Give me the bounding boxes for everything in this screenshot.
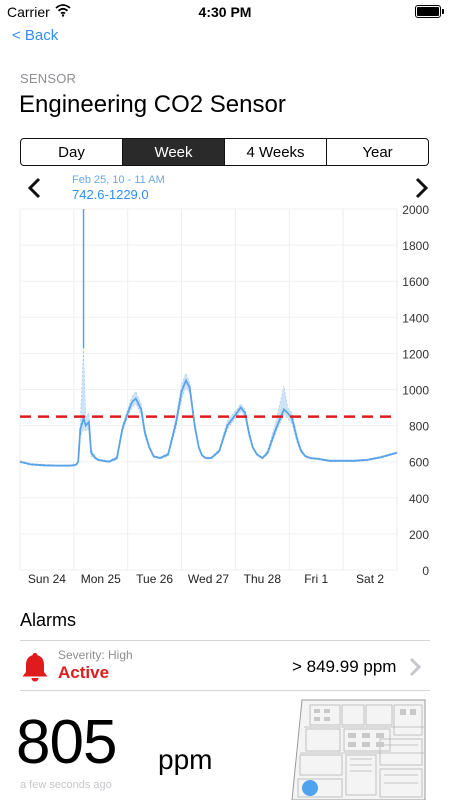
alarm-severity: Severity: High — [58, 648, 133, 662]
next-period-icon[interactable] — [410, 176, 432, 200]
status-bar: Carrier 4:30 PM — [0, 0, 450, 22]
divider — [20, 690, 430, 691]
alarm-state: Active — [58, 663, 110, 682]
tab-day[interactable]: Day — [58, 143, 85, 161]
floor-plan-thumbnail[interactable] — [290, 699, 426, 800]
y-tick-label: 200 — [409, 528, 429, 542]
x-tick-label: Sat 2 — [356, 572, 384, 586]
alarm-threshold: > 849.99 ppm — [292, 657, 397, 676]
tab-year[interactable]: Year — [326, 139, 428, 165]
chevron-right-icon — [409, 657, 422, 677]
tooltip-date: Feb 25, 10 - 11 AM — [72, 174, 165, 186]
x-tick-label: Fri 1 — [304, 572, 328, 586]
wifi-icon — [55, 4, 71, 17]
y-tick-label: 1800 — [402, 239, 429, 253]
y-tick-label: 1600 — [402, 275, 429, 289]
x-tick-label: Thu 28 — [244, 572, 282, 586]
x-tick-label: Mon 25 — [81, 572, 121, 586]
previous-period-icon[interactable] — [24, 176, 46, 200]
y-tick-label: 1200 — [402, 347, 429, 361]
back-button[interactable]: < Back — [12, 27, 59, 44]
page-title: Engineering CO2 Sensor — [19, 91, 286, 118]
status-time: 4:30 PM — [198, 4, 252, 20]
alarms-section-title: Alarms — [20, 610, 77, 630]
bell-icon — [22, 653, 48, 682]
tooltip-range: 742.6-1229.0 — [72, 187, 149, 202]
last-updated: a few seconds ago — [20, 779, 112, 791]
x-tick-label: Tue 26 — [136, 572, 173, 586]
y-tick-label: 1400 — [402, 311, 429, 325]
sensor-location-marker — [302, 780, 318, 796]
y-tick-label: 800 — [409, 420, 429, 434]
series-line — [19, 378, 398, 467]
tab-4-weeks[interactable]: 4 Weeks — [224, 139, 326, 165]
x-tick-label: Sun 24 — [28, 572, 66, 586]
divider — [20, 640, 430, 641]
y-tick-label: 1000 — [402, 384, 429, 398]
battery-icon — [415, 5, 444, 18]
y-tick-label: 600 — [409, 456, 429, 470]
co2-week-chart[interactable]: 0 200 400 600 800 1000 1200 1400 1600 1800 2000 Sun… — [0, 200, 450, 595]
y-tick-label: 0 — [422, 564, 429, 578]
range-segmented-control: Day Week 4 Weeks Year — [20, 138, 429, 166]
x-tick-label: Wed 27 — [188, 572, 229, 586]
section-label: SENSOR — [20, 71, 77, 86]
y-tick-label: 400 — [409, 492, 429, 506]
range-band — [19, 348, 398, 467]
current-unit: ppm — [158, 744, 213, 775]
tab-week[interactable]: Week — [122, 139, 224, 165]
y-tick-label: 2000 — [402, 203, 429, 217]
current-value: 805 — [16, 708, 117, 777]
carrier-label: Carrier — [7, 4, 50, 20]
